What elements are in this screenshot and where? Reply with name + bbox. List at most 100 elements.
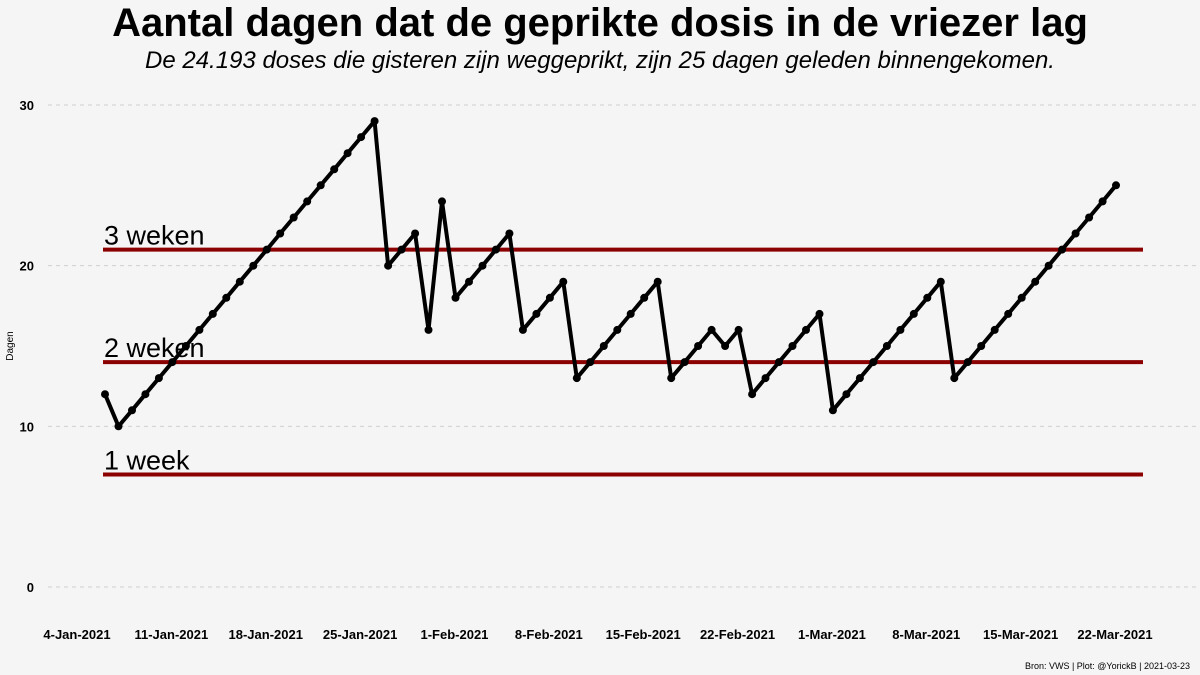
data-point bbox=[249, 261, 258, 270]
data-point bbox=[1112, 181, 1120, 190]
data-point bbox=[613, 325, 622, 334]
data-point bbox=[572, 374, 581, 383]
series-line bbox=[103, 119, 1118, 429]
data-point bbox=[842, 390, 851, 399]
x-tick-label: 4-Jan-2021 bbox=[43, 627, 110, 642]
data-point bbox=[869, 358, 878, 367]
data-point bbox=[721, 342, 730, 350]
data-point bbox=[977, 342, 986, 350]
data-point bbox=[1044, 261, 1053, 270]
data-point bbox=[1031, 277, 1040, 286]
reference-line-label: 1 week bbox=[104, 446, 190, 476]
y-tick-label: 20 bbox=[20, 259, 34, 274]
x-tick-label: 15-Feb-2021 bbox=[606, 627, 681, 642]
y-tick-label: 10 bbox=[20, 419, 34, 434]
data-point bbox=[343, 149, 352, 158]
data-point bbox=[101, 390, 109, 399]
data-point bbox=[370, 117, 379, 126]
grid-lines bbox=[48, 104, 1200, 588]
data-point bbox=[195, 325, 204, 334]
data-point bbox=[505, 229, 514, 238]
data-point bbox=[1098, 197, 1107, 206]
chart-title: Aantal dagen dat de geprikte dosis in de… bbox=[112, 1, 1088, 45]
x-tick-label: 8-Feb-2021 bbox=[515, 627, 583, 642]
data-point bbox=[154, 374, 163, 383]
data-point bbox=[316, 181, 325, 190]
data-point bbox=[411, 229, 420, 238]
source-caption: Bron: VWS | Plot: @YorickB | 2021-03-23 bbox=[1024, 661, 1190, 671]
data-point bbox=[384, 261, 393, 270]
data-point bbox=[599, 342, 608, 350]
data-point bbox=[465, 277, 473, 286]
data-point bbox=[788, 342, 797, 350]
data-point bbox=[950, 374, 959, 383]
data-point bbox=[923, 293, 932, 302]
data-point bbox=[1071, 229, 1080, 238]
chart-subtitle: De 24.193 doses die gisteren zijn weggep… bbox=[145, 47, 1055, 74]
data-point bbox=[1085, 213, 1094, 222]
data-point bbox=[653, 277, 662, 286]
axes: 0 10 20 30 Dagen 4-Jan-2021 11-Jan-2021 18-Jan-… bbox=[5, 98, 1153, 642]
data-point bbox=[680, 358, 689, 367]
data-point bbox=[909, 309, 918, 318]
data-point bbox=[1058, 245, 1067, 254]
data-point bbox=[640, 293, 649, 302]
data-point bbox=[707, 325, 716, 334]
data-point bbox=[667, 374, 676, 383]
data-point bbox=[802, 325, 810, 334]
data-point bbox=[289, 213, 298, 222]
data-point bbox=[518, 325, 527, 334]
data-point bbox=[882, 342, 891, 350]
data-point bbox=[990, 325, 999, 334]
data-point bbox=[424, 325, 433, 334]
data-point bbox=[276, 229, 285, 238]
data-point bbox=[357, 133, 366, 142]
x-tick-label: 25-Jan-2021 bbox=[323, 627, 397, 642]
reference-line-label: 3 weken bbox=[104, 221, 205, 251]
data-point bbox=[896, 325, 905, 334]
x-tick-label: 18-Jan-2021 bbox=[229, 627, 303, 642]
data-point bbox=[855, 374, 864, 383]
data-point bbox=[222, 293, 231, 302]
data-point bbox=[586, 358, 595, 367]
data-point bbox=[478, 261, 487, 270]
reference-line-label: 2 weken bbox=[104, 333, 205, 363]
data-point bbox=[128, 406, 136, 415]
data-point bbox=[1017, 293, 1026, 302]
data-point bbox=[1004, 309, 1013, 318]
data-point bbox=[235, 277, 244, 286]
data-point bbox=[748, 390, 757, 399]
data-point bbox=[438, 197, 446, 206]
data-point bbox=[559, 277, 568, 286]
data-point bbox=[532, 309, 541, 318]
x-tick-label: 22-Feb-2021 bbox=[700, 627, 775, 642]
x-tick-label: 8-Mar-2021 bbox=[892, 627, 960, 642]
data-point bbox=[114, 422, 123, 431]
data-point bbox=[141, 390, 150, 399]
data-point bbox=[828, 406, 837, 415]
data-point bbox=[330, 165, 339, 174]
y-axis-label: Dagen bbox=[5, 331, 16, 360]
x-tick-label: 1-Feb-2021 bbox=[420, 627, 488, 642]
data-point bbox=[181, 342, 190, 350]
x-tick-label: 11-Jan-2021 bbox=[134, 627, 208, 642]
data-point bbox=[936, 277, 945, 286]
data-point bbox=[491, 245, 500, 254]
y-tick-label: 30 bbox=[20, 98, 34, 113]
x-tick-label: 15-Mar-2021 bbox=[983, 627, 1058, 642]
data-point bbox=[303, 197, 312, 206]
data-point bbox=[626, 309, 635, 318]
data-point bbox=[761, 374, 770, 383]
data-point bbox=[815, 309, 824, 318]
data-point bbox=[168, 358, 177, 367]
data-point bbox=[694, 342, 703, 350]
series-layer bbox=[101, 117, 1120, 431]
data-point bbox=[734, 325, 743, 334]
data-point bbox=[963, 358, 972, 367]
x-tick-label: 1-Mar-2021 bbox=[798, 627, 866, 642]
data-point bbox=[208, 309, 217, 318]
x-tick-label: 22-Mar-2021 bbox=[1077, 627, 1152, 642]
y-tick-label: 0 bbox=[27, 580, 34, 595]
data-point bbox=[775, 358, 783, 367]
